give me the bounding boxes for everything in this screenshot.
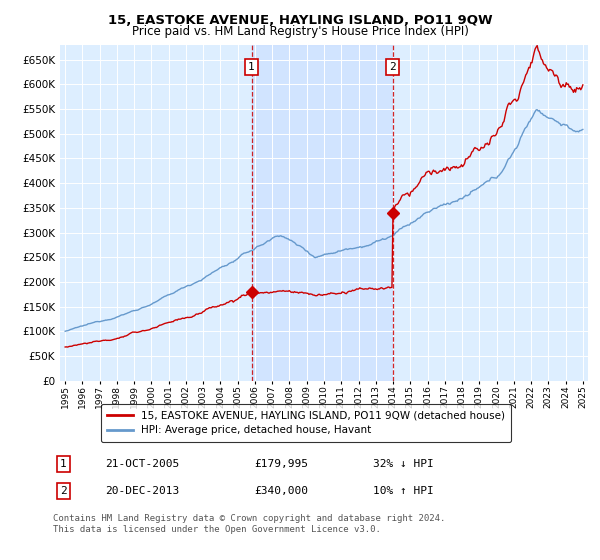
Text: Price paid vs. HM Land Registry's House Price Index (HPI): Price paid vs. HM Land Registry's House … <box>131 25 469 38</box>
Text: 1: 1 <box>248 62 255 72</box>
Text: 32% ↓ HPI: 32% ↓ HPI <box>373 459 434 469</box>
Text: 15, EASTOKE AVENUE, HAYLING ISLAND, PO11 9QW: 15, EASTOKE AVENUE, HAYLING ISLAND, PO11… <box>107 14 493 27</box>
Text: £340,000: £340,000 <box>254 486 308 496</box>
Legend: 15, EASTOKE AVENUE, HAYLING ISLAND, PO11 9QW (detached house), HPI: Average pric: 15, EASTOKE AVENUE, HAYLING ISLAND, PO11… <box>101 404 511 442</box>
Text: £179,995: £179,995 <box>254 459 308 469</box>
Text: 1: 1 <box>60 459 67 469</box>
Text: 2: 2 <box>389 62 396 72</box>
Text: 21-OCT-2005: 21-OCT-2005 <box>105 459 179 469</box>
Bar <box>251 45 392 381</box>
Text: 10% ↑ HPI: 10% ↑ HPI <box>373 486 434 496</box>
Text: 2: 2 <box>60 486 67 496</box>
Text: Contains HM Land Registry data © Crown copyright and database right 2024.
This d: Contains HM Land Registry data © Crown c… <box>53 515 446 534</box>
Text: 20-DEC-2013: 20-DEC-2013 <box>105 486 179 496</box>
